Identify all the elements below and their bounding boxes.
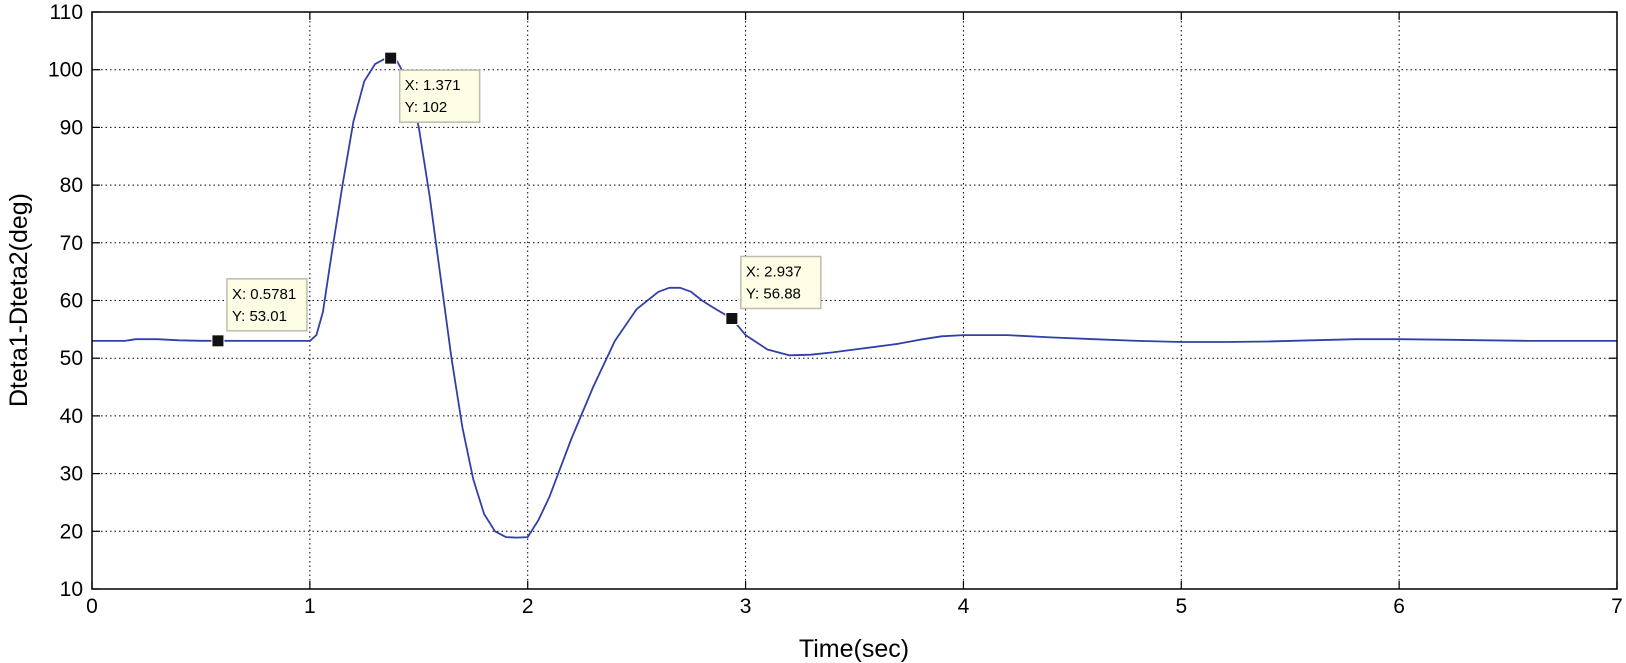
data-tip-box [740,255,822,310]
y-axis-label: Dteta1-Dteta2(deg) [5,193,33,407]
y-tick-label: 80 [60,174,83,197]
series-group [92,57,1617,539]
data-tip-x-value: X: 2.937 [746,264,802,281]
y-tick-label: 70 [60,232,83,255]
data-tip[interactable]: X: 1.371 Y: 102 [384,51,481,123]
y-tick-label: 30 [60,463,83,486]
data-tip-marker [725,312,739,326]
data-tip-marker [211,334,225,348]
data-tip-box [226,278,308,332]
x-tick-label: 4 [958,595,970,618]
y-tick-label: 60 [60,290,83,313]
x-tick-label: 1 [304,595,316,618]
y-tick-label: 110 [50,1,83,24]
y-tick-label: 90 [60,116,83,139]
series-line [92,57,1617,539]
data-tip-y-value: Y: 56.88 [746,286,801,303]
data-tip-x-value: X: 0.5781 [232,286,296,303]
y-tick-label: 100 [48,59,83,82]
data-tips: X: 0.5781 Y: 53.01 X: 1.371 Y: 102 X: 2.937 Y… [211,51,822,348]
data-tip-y-value: Y: 53.01 [232,308,287,325]
y-tick-labels: 10 20 30 40 50 60 70 80 90 100 110 [48,1,83,601]
data-tip[interactable]: X: 2.937 Y: 56.88 [725,255,822,326]
tick-marks [91,11,1618,590]
data-tip-x-value: X: 1.371 [405,77,461,94]
y-tick-label: 50 [60,347,83,370]
x-tick-label: 3 [740,595,752,618]
x-tick-labels: 0 1 2 3 4 5 6 7 [86,595,1623,618]
x-tick-label: 5 [1175,595,1187,618]
x-tick-label: 6 [1393,595,1405,618]
data-tip-marker [384,51,398,65]
x-tick-label: 7 [1611,595,1623,618]
y-tick-label: 40 [60,405,83,428]
data-tip-box [398,69,481,123]
y-tick-label: 20 [60,520,83,543]
x-axis-label: Time(sec) [799,635,909,663]
plot-area [92,12,1617,589]
data-tip-y-value: Y: 102 [405,99,448,116]
data-tip[interactable]: X: 0.5781 Y: 53.01 [211,278,308,348]
y-tick-label: 10 [60,578,83,601]
x-tick-label: 0 [86,595,98,618]
x-tick-label: 2 [522,595,534,618]
